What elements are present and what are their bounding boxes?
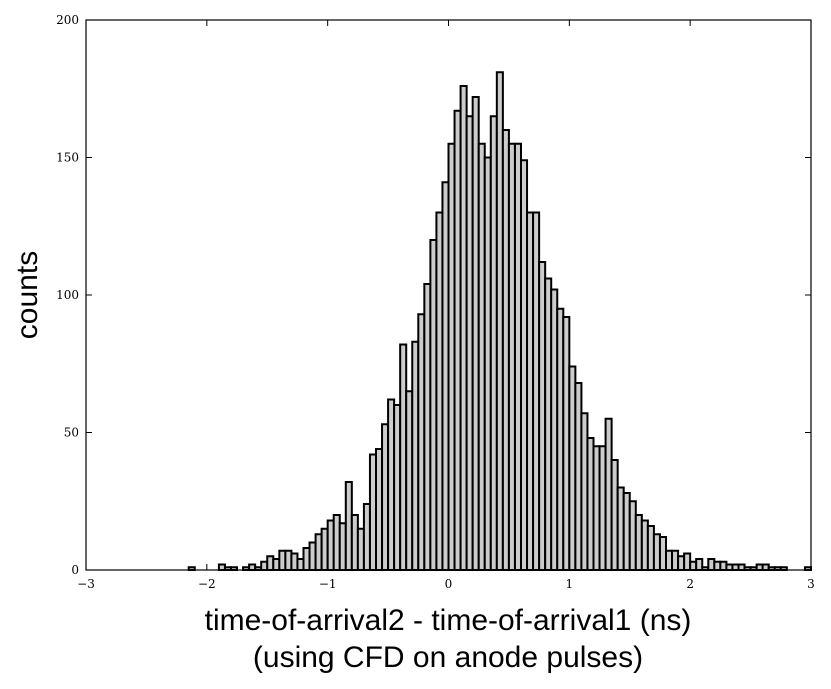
x-axis-subtitle: (using CFD on anode pulses) — [253, 641, 643, 674]
x-tick-label: 2 — [686, 577, 694, 591]
y-tick-label: 50 — [64, 426, 79, 440]
x-tick-label: −1 — [319, 577, 337, 591]
histogram-bars — [187, 71, 812, 571]
x-tick-label: 1 — [566, 577, 574, 591]
x-axis-title: time-of-arrival2 - time-of-arrival1 (ns) — [205, 604, 692, 637]
x-tick-label: −2 — [198, 577, 216, 591]
x-tick-label: 0 — [445, 577, 453, 591]
y-tick-label: 0 — [71, 563, 79, 577]
y-axis-title: counts — [11, 251, 44, 339]
x-tick-label: 3 — [807, 577, 815, 591]
plot-frame — [85, 19, 812, 571]
tick-labels: −3 −2 −1 0 1 2 3 0 50 100 150 200 — [56, 13, 815, 591]
y-tick-label: 100 — [56, 288, 79, 302]
y-tick-label: 200 — [56, 13, 79, 27]
y-tick-label: 150 — [56, 151, 79, 165]
x-tick-label: −3 — [77, 577, 95, 591]
